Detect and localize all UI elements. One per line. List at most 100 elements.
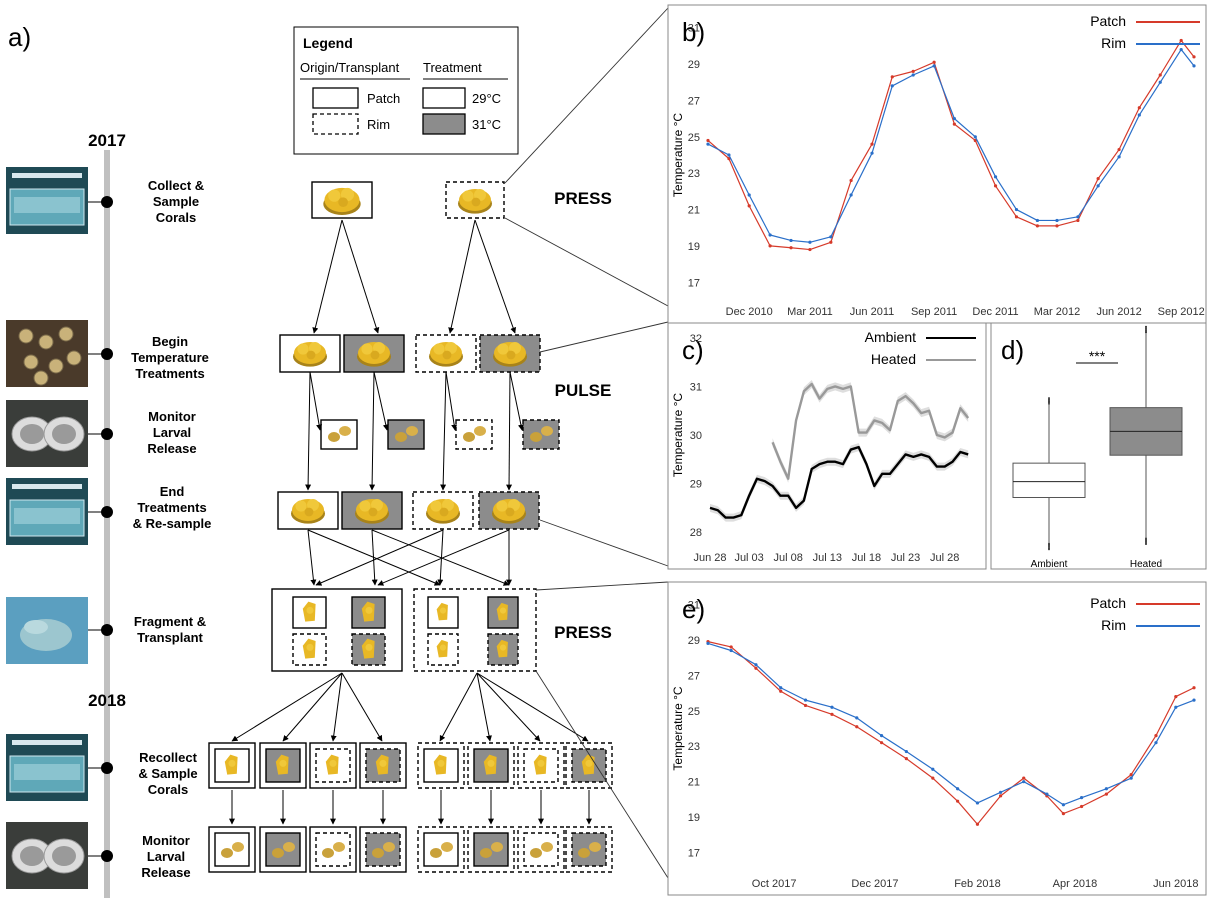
data-point — [789, 238, 793, 243]
data-point — [1061, 811, 1066, 816]
data-point — [830, 712, 834, 716]
larval-inner-box — [473, 832, 509, 867]
data-point — [973, 135, 977, 139]
year-2017-label: 2017 — [88, 131, 126, 150]
x-category-label: Ambient — [1031, 559, 1068, 570]
zoom-connector — [504, 7, 669, 184]
legend-29-swatch — [422, 87, 466, 109]
photo-tank — [6, 167, 88, 234]
timeline-dot — [101, 506, 113, 518]
flow-arrow — [476, 672, 492, 742]
flow-arrow — [476, 672, 541, 742]
data-point — [754, 666, 758, 670]
photo-table — [6, 320, 88, 387]
x-tick-label: Jul 18 — [852, 552, 881, 564]
step-collect-label: Collect & Sample Corals — [148, 178, 204, 225]
phase-pulse-label: PULSE — [555, 381, 612, 400]
data-point — [890, 75, 894, 79]
legend-patch-swatch — [312, 87, 359, 109]
data-point — [706, 641, 710, 646]
data-point — [829, 235, 833, 239]
data-point — [768, 244, 772, 248]
photo-tank — [6, 734, 88, 801]
y-tick-label: 31 — [688, 23, 700, 35]
data-point — [789, 246, 793, 250]
flow-arrow — [341, 219, 380, 334]
x-tick-label: Jun 2018 — [1153, 878, 1198, 890]
y-tick-label: 21 — [688, 777, 700, 789]
data-point — [747, 193, 751, 197]
y-tick-label: 19 — [688, 812, 700, 824]
coral-fragment — [483, 754, 497, 775]
x-tick-label: Jul 08 — [774, 552, 803, 564]
y-tick-label: 23 — [688, 741, 700, 753]
data-point — [849, 178, 853, 183]
data-point — [1055, 218, 1059, 223]
coral-colony — [355, 499, 389, 524]
data-point — [952, 117, 956, 121]
series-line-patch — [707, 641, 1195, 825]
larvae — [463, 426, 486, 442]
coral-colony — [357, 342, 391, 367]
step-fragment-label: Fragment & Transplant — [134, 614, 206, 645]
coral-fragment — [302, 638, 316, 659]
data-point — [729, 648, 733, 653]
data-point — [975, 822, 980, 826]
chart-panel-b: b) Temperature °C 17 19 21 23 25 27 29 31 Dec 2010… — [667, 4, 1207, 324]
outlier-point — [1048, 397, 1050, 399]
larvae — [272, 842, 295, 858]
series-line-heated — [771, 382, 970, 480]
coral-fragment — [224, 754, 238, 775]
data-point — [1096, 184, 1100, 188]
legend-treatment-header: Treatment — [423, 60, 482, 75]
data-point — [1129, 776, 1133, 780]
x-tick-label: Jun 28 — [693, 552, 726, 564]
data-point — [952, 122, 956, 126]
data-point — [855, 716, 859, 720]
series-line-ambient — [709, 445, 969, 519]
data-point — [1104, 787, 1108, 791]
coral-colony — [291, 499, 325, 524]
coral-fragment — [375, 754, 389, 775]
x-tick-label: Apr 2018 — [1053, 878, 1098, 890]
data-point — [998, 790, 1003, 794]
y-axis-label: Temperature °C — [671, 686, 685, 770]
flow-arrow — [307, 529, 441, 586]
flow-arrow — [440, 371, 447, 491]
data-point — [1192, 64, 1196, 68]
coral-colony — [323, 187, 361, 215]
x-tick-label: Sep 2011 — [911, 306, 957, 318]
larvae — [328, 426, 351, 442]
timeline-dot — [101, 850, 113, 862]
data-point — [1022, 780, 1026, 784]
step-begin-treatments-label: Begin Temperature Treatments — [131, 334, 209, 381]
data-point — [1174, 694, 1178, 699]
data-point — [931, 767, 935, 771]
coral-fragment — [361, 638, 375, 659]
coral-colony — [458, 189, 492, 214]
coral-fragment — [496, 602, 508, 621]
zoom-connector — [539, 519, 669, 567]
timeline-bar — [104, 150, 110, 898]
data-point — [1022, 776, 1026, 780]
series-line-rim — [707, 642, 1195, 806]
timeline-dot — [101, 428, 113, 440]
x-tick-label: Jun 2011 — [850, 306, 894, 318]
panel-letter: b) — [682, 17, 705, 47]
y-tick-label: 29 — [690, 479, 702, 491]
data-point — [1096, 177, 1100, 181]
panel-letter: c) — [682, 335, 704, 365]
outlier-point — [1145, 543, 1147, 546]
data-point — [1192, 55, 1196, 59]
flow-arrow — [330, 672, 343, 742]
y-tick-label: 31 — [688, 599, 700, 611]
confidence-band — [710, 443, 969, 522]
step-monitor-larval-1-label: Monitor Larval Release — [147, 409, 196, 456]
data-point — [1192, 686, 1196, 690]
larvae — [430, 842, 453, 858]
data-point — [932, 60, 936, 64]
legend-label-ambient: Ambient — [865, 329, 916, 345]
panel-letter: e) — [682, 594, 705, 624]
y-tick-label: 17 — [688, 277, 700, 289]
x-tick-label: Jun 2012 — [1096, 306, 1141, 318]
